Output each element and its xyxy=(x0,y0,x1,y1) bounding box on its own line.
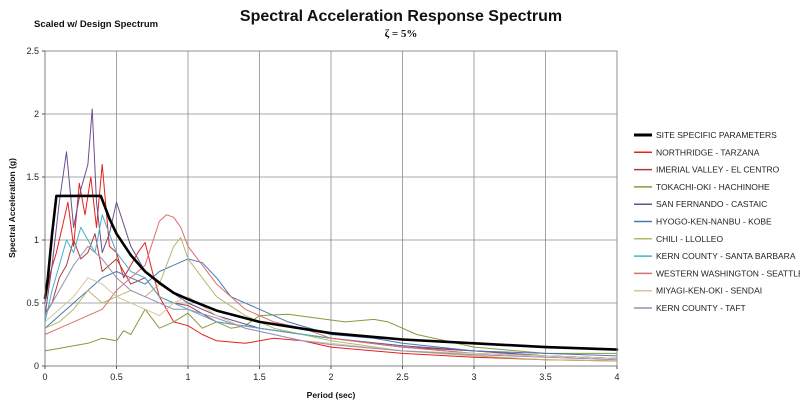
legend-label: WESTERN WASHINGTON - SEATTLE xyxy=(656,268,800,278)
legend-label: SAN FERNANDO - CASTAIC xyxy=(656,199,767,209)
legend-item: CHILI - LLOLLEO xyxy=(634,234,723,244)
series-line-8 xyxy=(44,214,618,359)
legend-label: KERN COUNTY - TAFT xyxy=(656,303,746,313)
x-tick-label: 0.5 xyxy=(110,372,123,382)
x-axis-label: Period (sec) xyxy=(307,390,356,400)
legend-label: IMERIAL VALLEY - EL CENTRO xyxy=(656,165,780,175)
x-tick-label: 3.5 xyxy=(539,372,552,382)
legend-item: MIYAGI-KEN-OKI - SENDAI xyxy=(634,286,762,296)
y-tick-label: 1.5 xyxy=(26,172,39,182)
series-line-6 xyxy=(44,237,618,362)
x-tick-label: 4 xyxy=(614,372,619,382)
y-tick-label: 1 xyxy=(34,235,39,245)
legend-item: WESTERN WASHINGTON - SEATTLE xyxy=(634,268,800,278)
y-tick-label: 0.5 xyxy=(26,298,39,308)
y-axis-ticks: 0 0.5 1 1.5 2 2.5 xyxy=(26,46,45,371)
legend-item: KERN COUNTY - SANTA BARBARA xyxy=(634,251,796,261)
y-tick-label: 2.5 xyxy=(26,46,39,56)
series-line-0 xyxy=(43,194,619,351)
legend-label: NORTHRIDGE - TARZANA xyxy=(656,147,760,157)
x-tick-label: 1.5 xyxy=(253,372,266,382)
chart-subtitle: ζ = 5% xyxy=(385,28,418,40)
legend-item: SAN FERNANDO - CASTAIC xyxy=(634,199,767,209)
legend-item: SITE SPECIFIC PARAMETERS xyxy=(634,130,777,140)
legend-item: NORTHRIDGE - TARZANA xyxy=(634,147,760,157)
legend-label: TOKACHI-OKI - HACHINOHE xyxy=(656,182,770,192)
y-axis-label: Spectral Acceleration (g) xyxy=(7,158,17,258)
chart-note: Scaled w/ Design Spectrum xyxy=(34,19,158,30)
legend-label: MIYAGI-KEN-OKI - SENDAI xyxy=(656,286,762,296)
chart-title: Spectral Acceleration Response Spectrum xyxy=(240,8,562,25)
x-tick-label: 2 xyxy=(328,372,333,382)
legend-label: HYOGO-KEN-NANBU - KOBE xyxy=(656,217,772,227)
x-axis-ticks: 0 0.5 1 1.5 2 2.5 3 3.5 4 xyxy=(42,366,620,382)
x-tick-label: 0 xyxy=(42,372,47,382)
legend-item: HYOGO-KEN-NANBU - KOBE xyxy=(634,217,772,227)
legend-item: KERN COUNTY - TAFT xyxy=(634,303,746,313)
legend-label: SITE SPECIFIC PARAMETERS xyxy=(656,130,777,140)
legend-item: TOKACHI-OKI - HACHINOHE xyxy=(634,182,770,192)
legend-label: KERN COUNTY - SANTA BARBARA xyxy=(656,251,796,261)
series-layer xyxy=(43,108,619,362)
x-tick-label: 1 xyxy=(185,372,190,382)
legend: SITE SPECIFIC PARAMETERS NORTHRIDGE - TAR… xyxy=(634,130,800,313)
y-tick-label: 2 xyxy=(34,109,39,119)
y-tick-label: 0 xyxy=(34,361,39,371)
series-line-10 xyxy=(44,245,618,361)
series-line-5 xyxy=(44,258,618,357)
x-tick-label: 2.5 xyxy=(396,372,409,382)
legend-item: IMERIAL VALLEY - EL CENTRO xyxy=(634,165,780,175)
x-tick-label: 3 xyxy=(471,372,476,382)
legend-label: CHILI - LLOLLEO xyxy=(656,234,723,244)
